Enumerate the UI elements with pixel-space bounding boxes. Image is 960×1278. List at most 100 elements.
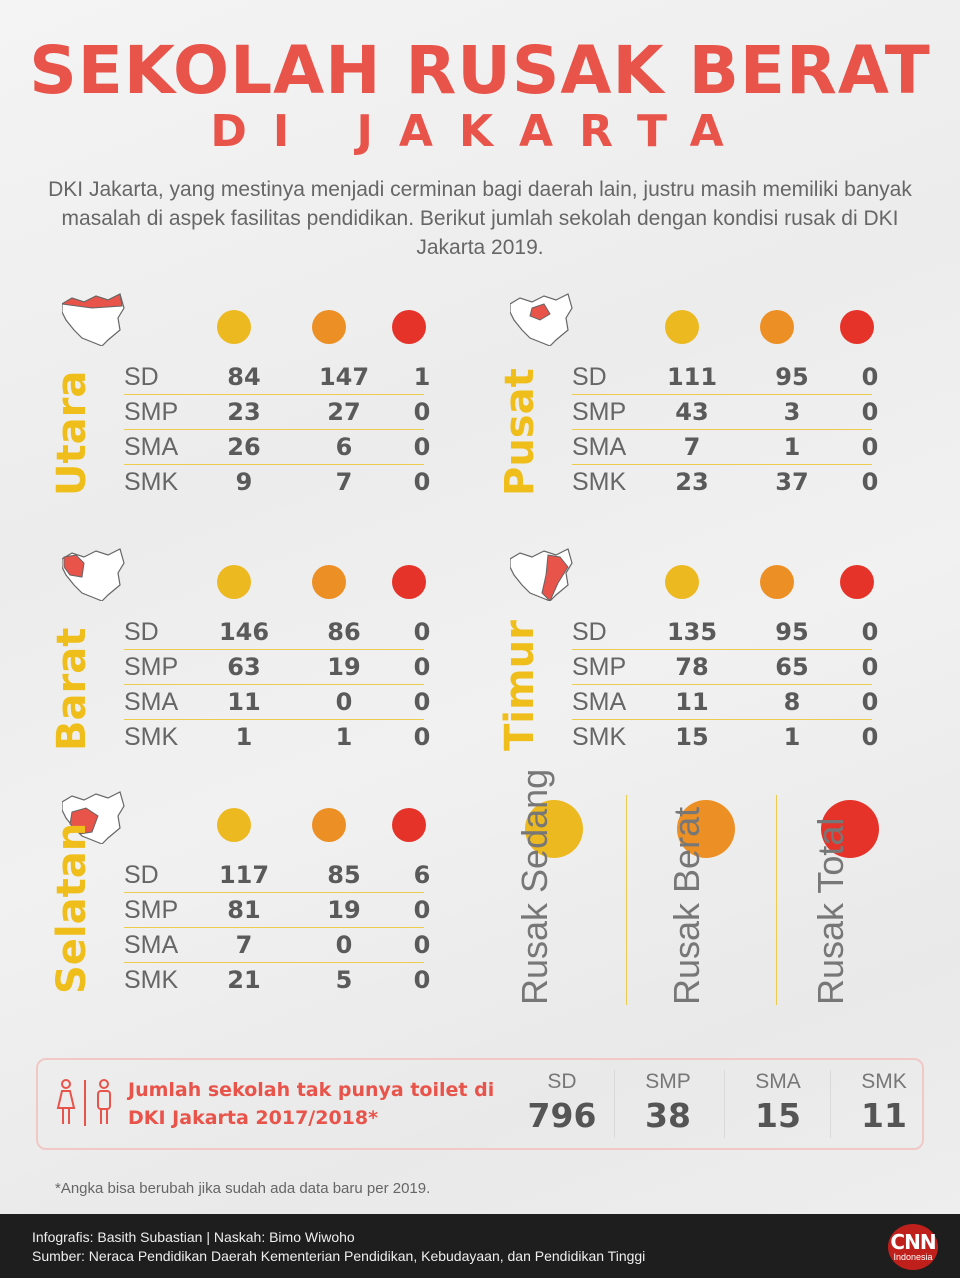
- intro-text: DKI Jakarta, yang mestinya menjadi cermi…: [48, 178, 912, 259]
- count-berat: 1: [783, 433, 801, 461]
- count-berat: 95: [775, 363, 809, 391]
- school-level: SMP: [124, 653, 179, 681]
- legend-sedang: Rusak Sedang: [500, 769, 650, 1005]
- page-subtitle: DI JAKARTA: [210, 106, 750, 157]
- count-sedang: 7: [683, 433, 701, 461]
- page-title: SEKOLAH RUSAK BERAT: [29, 32, 931, 109]
- count-sedang: 1: [235, 723, 253, 751]
- map-timur-icon: [510, 548, 573, 601]
- count-total: 0: [861, 398, 879, 426]
- table-row: SMP 63 19 0: [124, 650, 430, 685]
- map-selatan-icon: [62, 791, 125, 844]
- rusak-sedang-dot: [665, 310, 699, 344]
- table-row: SMP 78 65 0: [572, 650, 878, 685]
- region-barat: Barat SD 146 86 0 SMP 63 19 0 SMA 11 0 0 SMK 1 1 0: [49, 545, 462, 765]
- toilet-caption: Jumlah sekolah tak punya toilet di DKI J…: [128, 1079, 495, 1129]
- school-level: SMA: [124, 931, 179, 959]
- region-timur: Timur SD 135 95 0 SMP 78 65 0 SMA 11 8 0 SMK 15 1 0: [497, 545, 910, 765]
- region-name: Utara: [49, 370, 95, 496]
- school-level: SD: [124, 363, 159, 391]
- count-sedang: 111: [666, 363, 718, 391]
- source: Sumber: Neraca Pendidikan Daerah Kemente…: [32, 1248, 646, 1264]
- rusak-sedang-dot: [525, 800, 583, 858]
- school-level: SMP: [124, 398, 179, 426]
- rusak-sedang-dot: [217, 565, 251, 599]
- legend-berat-label: Rusak Berat: [666, 806, 707, 1005]
- stat-divider: [724, 1070, 725, 1138]
- table-row: SD 135 95 0: [572, 615, 878, 650]
- region-name: Barat: [49, 627, 95, 751]
- stat-label: SMK: [861, 1070, 907, 1093]
- stat-value: 15: [755, 1096, 801, 1135]
- count-berat: 147: [318, 363, 370, 391]
- rusak-total-dot: [840, 310, 874, 344]
- count-total: 0: [861, 723, 879, 751]
- count-berat: 85: [327, 861, 361, 889]
- count-berat: 7: [335, 468, 353, 496]
- count-total: 0: [413, 398, 431, 426]
- count-berat: 19: [327, 896, 361, 924]
- school-level: SMK: [572, 468, 627, 496]
- count-total: 0: [413, 433, 431, 461]
- table-row: SMP 81 19 0: [124, 893, 430, 928]
- rusak-berat-dot: [312, 808, 346, 842]
- table-row: SMA 7 0 0: [124, 928, 430, 963]
- count-sedang: 84: [227, 363, 261, 391]
- rusak-total-dot: [392, 310, 426, 344]
- count-berat: 5: [335, 966, 353, 994]
- stat-divider: [830, 1070, 831, 1138]
- count-total: 0: [861, 653, 879, 681]
- footnote: *Angka bisa berubah jika sudah ada data …: [55, 1180, 431, 1197]
- table-row: SMK 1 1 0: [124, 720, 430, 754]
- rusak-total-dot: [392, 808, 426, 842]
- table-row: SMP 23 27 0: [124, 395, 430, 430]
- count-total: 0: [413, 688, 431, 716]
- count-berat: 1: [335, 723, 353, 751]
- rusak-berat-dot: [760, 310, 794, 344]
- count-total: 6: [413, 861, 431, 889]
- cnn-logo: CNN Indonesia: [888, 1224, 938, 1270]
- legend-total-label: Rusak Total: [810, 817, 851, 1005]
- count-sedang: 81: [227, 896, 261, 924]
- credits: Infografis: Basith Subastian | Naskah: B…: [32, 1229, 355, 1245]
- region-pusat: Pusat SD 111 95 0 SMP 43 3 0 SMA 7 1 0 SMK 23 37 0: [497, 290, 910, 510]
- stat-label: SMA: [755, 1070, 801, 1093]
- school-level: SMP: [572, 653, 627, 681]
- count-sedang: 7: [235, 931, 253, 959]
- count-sedang: 15: [675, 723, 709, 751]
- rusak-berat-dot: [677, 800, 735, 858]
- table-row: SMP 43 3 0: [572, 395, 878, 430]
- map-barat-icon: [62, 548, 125, 601]
- school-level: SMA: [572, 688, 627, 716]
- school-level: SMK: [124, 723, 179, 751]
- count-sedang: 23: [227, 398, 261, 426]
- table-row: SMK 9 7 0: [124, 465, 430, 499]
- count-sedang: 21: [227, 966, 261, 994]
- count-sedang: 135: [666, 618, 718, 646]
- count-berat: 8: [783, 688, 801, 716]
- legend-berat: Rusak Berat: [652, 795, 802, 1005]
- count-total: 0: [861, 618, 879, 646]
- table-row: SMA 7 1 0: [572, 430, 878, 465]
- table-row: SMA 26 6 0: [124, 430, 430, 465]
- school-level: SMA: [124, 433, 179, 461]
- rusak-total-dot: [392, 565, 426, 599]
- legend-total: Rusak Total: [796, 795, 946, 1005]
- count-sedang: 43: [675, 398, 709, 426]
- rusak-total-dot: [840, 565, 874, 599]
- region-name: Selatan: [49, 822, 95, 994]
- school-level: SMK: [124, 468, 179, 496]
- school-level: SD: [572, 618, 607, 646]
- count-sedang: 78: [675, 653, 709, 681]
- count-berat: 37: [775, 468, 809, 496]
- count-total: 0: [861, 363, 879, 391]
- rusak-berat-dot: [312, 310, 346, 344]
- count-total: 0: [861, 688, 879, 716]
- school-level: SD: [124, 618, 159, 646]
- table-row: SMK 21 5 0: [124, 963, 430, 997]
- count-total: 0: [413, 966, 431, 994]
- school-level: SD: [124, 861, 159, 889]
- count-berat: 6: [335, 433, 353, 461]
- table-row: SD 111 95 0: [572, 360, 878, 395]
- school-level: SMA: [572, 433, 627, 461]
